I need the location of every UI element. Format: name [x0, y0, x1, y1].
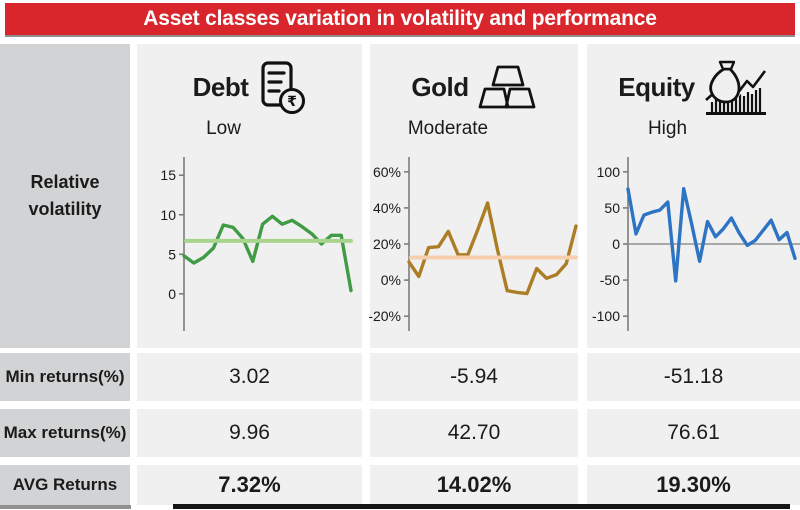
min-returns-label-cell: Min returns(%)	[0, 353, 130, 401]
equity-avg-returns-value: 19.30%	[656, 472, 731, 497]
gold-min-returns-cell: -5.94	[370, 353, 578, 401]
equity-title: Equity	[618, 71, 695, 102]
svg-text:₹: ₹	[288, 93, 298, 109]
gold-volatility-line-chart: 60% 40% 20% 0% -20%	[368, 157, 578, 331]
bottom-rule-gray	[0, 505, 131, 509]
relative-volatility-label: Relative volatility	[28, 172, 102, 219]
debt-column-main-cell: Debt ₹ Low 15 10 5 0	[137, 44, 362, 348]
debt-title: Debt	[192, 71, 249, 102]
relative-volatility-label-cell: Relative volatility	[0, 44, 130, 348]
avg-returns-label-cell: AVG Returns	[0, 465, 130, 505]
equity-volatility-level: High	[647, 118, 688, 139]
y-axis-tick-label: -50	[600, 272, 620, 288]
min-returns-label: Min returns(%)	[5, 367, 125, 386]
rupee-invoice-icon: ₹	[261, 61, 306, 114]
debt-avg-returns-value: 7.32%	[218, 472, 281, 497]
gold-title: Gold	[411, 71, 469, 102]
gold-max-returns-value: 42.70	[447, 421, 501, 444]
gold-min-returns-value: -5.94	[450, 365, 498, 388]
y-axis-tick-label: 100	[597, 164, 621, 180]
debt-volatility-line-chart: 15 10 5 0	[160, 157, 353, 331]
gold-bars-icon	[478, 65, 536, 108]
title-banner: Asset classes variation in volatility an…	[5, 3, 795, 37]
y-axis-tick-label: 10	[160, 207, 176, 223]
debt-header: Debt ₹	[193, 57, 307, 117]
page-title: Asset classes variation in volatility an…	[143, 7, 657, 30]
y-axis-tick-label: 5	[168, 246, 176, 262]
equity-column-main-cell: Equity High 100 50 0 -50 -100	[587, 44, 800, 348]
equity-min-returns-cell: -51.18	[587, 353, 800, 401]
debt-volatility-level: Low	[206, 118, 241, 139]
series-line	[182, 214, 353, 293]
equity-volatility-line-chart: 100 50 0 -50 -100	[592, 157, 800, 331]
y-axis-tick-label: 40%	[372, 200, 400, 216]
y-axis-tick-label: 0%	[380, 272, 400, 288]
gold-header: Gold	[411, 57, 536, 117]
y-axis-tick-label: 50	[604, 200, 620, 216]
y-axis-tick-label: 60%	[372, 164, 400, 180]
y-axis-tick-label: 15	[160, 167, 176, 183]
equity-max-returns-value: 76.61	[667, 421, 720, 444]
gold-avg-returns-cell: 14.02%	[370, 465, 578, 505]
y-axis-tick-label: 0	[612, 236, 620, 252]
debt-max-returns-value: 9.96	[229, 421, 270, 444]
equity-header: Equity	[618, 57, 768, 117]
equity-max-returns-cell: 76.61	[587, 409, 800, 457]
y-axis-tick-label: 20%	[372, 236, 400, 252]
equity-min-returns-value: -51.18	[663, 365, 724, 388]
debt-min-returns-value: 3.02	[229, 365, 270, 388]
y-axis-tick-label: -20%	[368, 308, 401, 324]
money-bag-chart-icon	[703, 60, 768, 115]
y-axis-tick-label: -100	[592, 308, 620, 324]
equity-avg-returns-cell: 19.30%	[587, 465, 800, 505]
y-axis-tick-label: 0	[168, 286, 176, 302]
series-line	[626, 187, 797, 283]
bottom-rule-black	[173, 504, 790, 509]
debt-max-returns-cell: 9.96	[137, 409, 362, 457]
debt-avg-returns-cell: 7.32%	[137, 465, 362, 505]
avg-returns-label: AVG Returns	[12, 475, 118, 494]
gold-avg-returns-value: 14.02%	[436, 472, 512, 497]
gold-column-main-cell: Gold Moderate 60% 40% 20% 0% -20%	[368, 44, 578, 348]
max-returns-label: Max returns(%)	[3, 423, 127, 442]
gold-max-returns-cell: 42.70	[370, 409, 578, 457]
debt-min-returns-cell: 3.02	[137, 353, 362, 401]
gold-volatility-level: Moderate	[407, 118, 489, 139]
series-line	[406, 201, 578, 296]
max-returns-label-cell: Max returns(%)	[0, 409, 130, 457]
